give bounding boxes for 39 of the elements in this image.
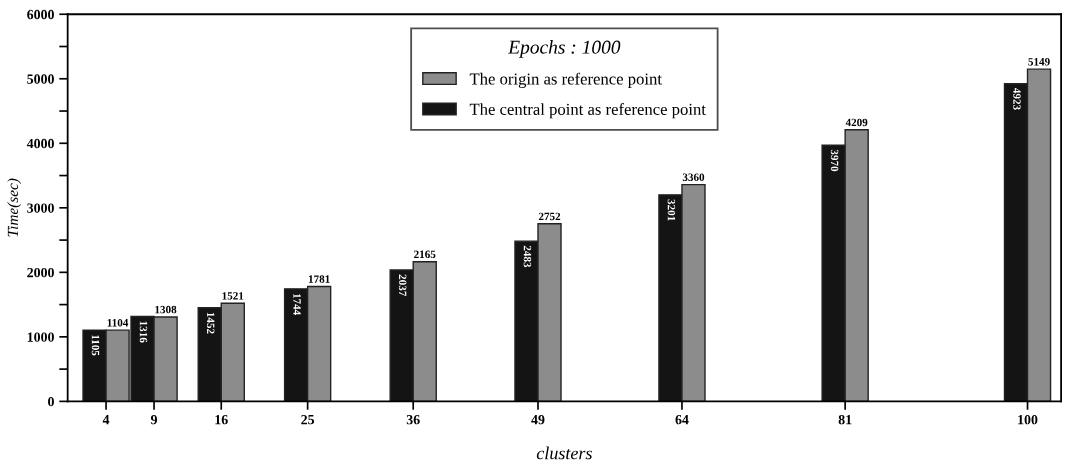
- data-label: 1104: [107, 319, 129, 327]
- x-tick-label: 9: [150, 415, 158, 425]
- data-label: 3201: [667, 199, 676, 221]
- data-label: 1316: [139, 321, 148, 343]
- y-tick-label: 2000: [27, 267, 54, 278]
- y-axis-title: Time(sec): [7, 178, 22, 237]
- data-label: 4209: [845, 118, 868, 127]
- x-tick-label: 100: [1018, 414, 1038, 425]
- data-label: 1744: [293, 293, 301, 316]
- data-label: 3970: [830, 149, 839, 172]
- y-tick-label: 5000: [27, 74, 54, 84]
- legend-label: The central point as reference point: [469, 103, 706, 119]
- data-label: 1521: [222, 292, 244, 300]
- x-tick-label: 25: [301, 415, 315, 425]
- x-tick-label: 36: [406, 415, 420, 425]
- y-tick-label: 4000: [26, 138, 54, 149]
- x-tick-label: 81: [838, 414, 852, 425]
- data-label: 2483: [523, 245, 532, 268]
- data-label: 1105: [91, 335, 100, 356]
- data-label: 1452: [206, 312, 215, 334]
- y-tick-label: 6000: [27, 9, 54, 20]
- x-axis-title: clusters: [536, 446, 592, 460]
- x-tick-label: 64: [675, 415, 689, 425]
- data-label: 1781: [308, 275, 330, 283]
- y-tick-label: 3000: [27, 203, 54, 213]
- legend-label: The origin as reference point: [469, 72, 662, 89]
- data-label: 2037: [398, 274, 407, 297]
- data-label: 2752: [538, 212, 561, 221]
- x-tick-label: 49: [531, 415, 545, 425]
- data-label: 5149: [1028, 58, 1050, 66]
- legend-title: Epochs : 1000: [508, 40, 621, 58]
- data-label: 1308: [155, 305, 177, 314]
- x-tick-label: 4: [102, 415, 110, 425]
- x-tick-label: 16: [215, 415, 228, 425]
- data-label: 3360: [682, 173, 705, 181]
- data-label: 4923: [1013, 88, 1021, 110]
- y-tick-label: 1000: [27, 332, 54, 342]
- y-tick-label: 0: [48, 396, 54, 407]
- data-label: 2165: [414, 250, 436, 259]
